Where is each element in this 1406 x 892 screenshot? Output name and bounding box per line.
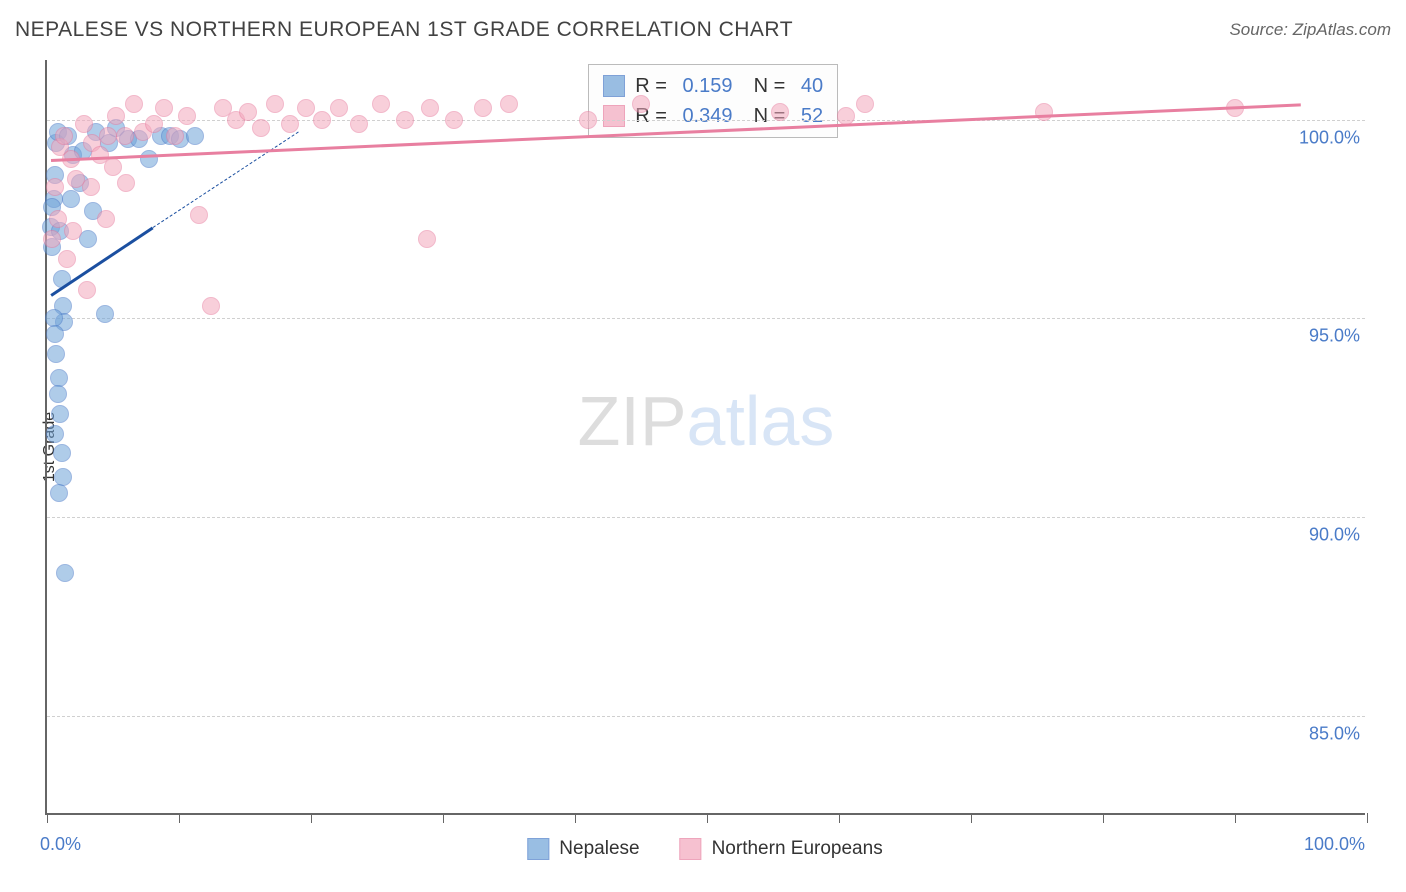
scatter-point <box>43 230 61 248</box>
scatter-point <box>47 345 65 363</box>
scatter-point <box>51 405 69 423</box>
x-tick <box>1103 813 1104 823</box>
scatter-point <box>53 444 71 462</box>
x-tick <box>707 813 708 823</box>
scatter-point <box>252 119 270 137</box>
legend-swatch <box>603 75 625 97</box>
x-tick <box>839 813 840 823</box>
x-tick <box>1235 813 1236 823</box>
scatter-point <box>202 297 220 315</box>
scatter-point <box>55 127 73 145</box>
scatter-point <box>313 111 331 129</box>
scatter-point <box>330 99 348 117</box>
scatter-point <box>82 178 100 196</box>
scatter-point <box>421 99 439 117</box>
legend-swatch <box>603 105 625 127</box>
x-tick <box>47 813 48 823</box>
scatter-point <box>190 206 208 224</box>
y-tick-label: 85.0% <box>1309 723 1360 744</box>
scatter-point <box>46 325 64 343</box>
scatter-point <box>396 111 414 129</box>
scatter-point <box>155 99 173 117</box>
scatter-point <box>166 127 184 145</box>
scatter-point <box>350 115 368 133</box>
x-tick <box>1367 813 1368 823</box>
scatter-point <box>579 111 597 129</box>
stat-n-value: 40 <box>801 71 823 101</box>
scatter-point <box>104 158 122 176</box>
stat-n-label: N = <box>743 71 791 101</box>
bottom-legend: Nepalese Northern Europeans <box>527 838 882 860</box>
scatter-point <box>140 150 158 168</box>
legend-item: Nepalese <box>527 838 639 860</box>
scatter-point <box>856 95 874 113</box>
plot-area: ZIPatlas R = 0.159 N = 40R = 0.349 N = 5… <box>45 60 1365 815</box>
scatter-point <box>1035 103 1053 121</box>
scatter-point <box>64 222 82 240</box>
scatter-point <box>186 127 204 145</box>
stat-r-value: 0.349 <box>682 101 732 131</box>
scatter-point <box>107 107 125 125</box>
scatter-point <box>46 425 64 443</box>
scatter-point <box>632 95 650 113</box>
legend-swatch <box>680 838 702 860</box>
x-tick-label-0: 0.0% <box>40 834 81 855</box>
legend-item: Northern Europeans <box>680 838 883 860</box>
scatter-point <box>99 127 117 145</box>
scatter-point <box>500 95 518 113</box>
source-label: Source: ZipAtlas.com <box>1229 20 1391 40</box>
scatter-point <box>418 230 436 248</box>
x-tick <box>443 813 444 823</box>
scatter-point <box>145 115 163 133</box>
scatter-point <box>46 178 64 196</box>
x-tick <box>311 813 312 823</box>
x-tick <box>575 813 576 823</box>
gridline <box>47 517 1365 518</box>
scatter-point <box>178 107 196 125</box>
x-tick <box>971 813 972 823</box>
scatter-point <box>97 210 115 228</box>
legend-label: Nepalese <box>559 838 639 860</box>
scatter-point <box>372 95 390 113</box>
scatter-point <box>49 385 67 403</box>
scatter-point <box>96 305 114 323</box>
scatter-point <box>62 190 80 208</box>
chart-area: 1st Grade ZIPatlas R = 0.159 N = 40R = 0… <box>45 60 1365 815</box>
legend-swatch <box>527 838 549 860</box>
gridline <box>47 716 1365 717</box>
scatter-point <box>78 281 96 299</box>
scatter-point <box>445 111 463 129</box>
scatter-point <box>239 103 257 121</box>
legend-label: Northern Europeans <box>712 838 883 860</box>
scatter-point <box>117 174 135 192</box>
scatter-point <box>281 115 299 133</box>
y-tick-label: 100.0% <box>1299 127 1360 148</box>
scatter-point <box>50 484 68 502</box>
y-tick-label: 95.0% <box>1309 326 1360 347</box>
scatter-point <box>297 99 315 117</box>
scatter-point <box>266 95 284 113</box>
scatter-point <box>56 564 74 582</box>
scatter-point <box>771 103 789 121</box>
scatter-point <box>49 210 67 228</box>
y-tick-label: 90.0% <box>1309 524 1360 545</box>
scatter-point <box>474 99 492 117</box>
scatter-point <box>837 107 855 125</box>
scatter-point <box>125 95 143 113</box>
x-tick-label-100: 100.0% <box>1304 834 1365 855</box>
scatter-point <box>58 250 76 268</box>
watermark: ZIPatlas <box>578 381 835 461</box>
gridline <box>47 318 1365 319</box>
x-tick <box>179 813 180 823</box>
scatter-point <box>75 115 93 133</box>
scatter-point <box>116 127 134 145</box>
stat-r-value: 0.159 <box>682 71 732 101</box>
chart-title: NEPALESE VS NORTHERN EUROPEAN 1ST GRADE … <box>15 18 793 42</box>
